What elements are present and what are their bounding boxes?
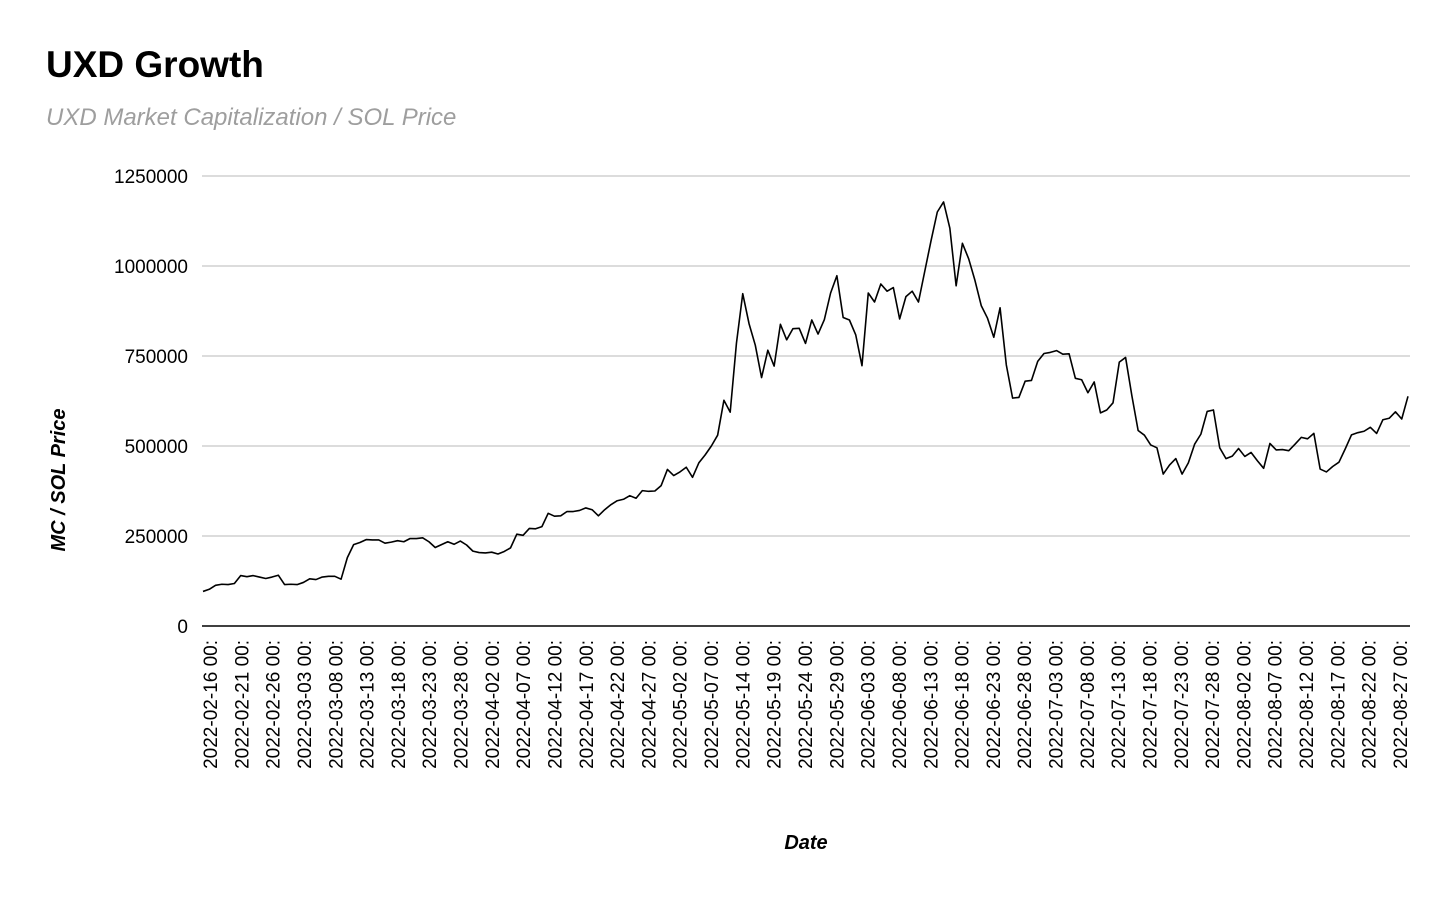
x-tick-label: 2022-07-13 00: (1109, 640, 1130, 769)
chart-title: UXD Growth (46, 44, 264, 85)
x-tick-label: 2022-07-23 00: (1172, 640, 1193, 769)
x-tick-label: 2022-02-26 00: (264, 640, 285, 769)
x-tick-label: 2022-04-22 00: (608, 640, 629, 769)
gridlines (202, 175, 1410, 537)
x-tick-label: 2022-05-29 00: (827, 640, 848, 769)
x-tick-label: 2022-08-17 00: (1328, 640, 1349, 769)
x-tick-label: 2022-03-23 00: (420, 640, 441, 769)
y-tick-label: 1250000 (114, 167, 188, 188)
x-tick-label: 2022-07-08 00: (1078, 640, 1099, 769)
x-tick-label: 2022-06-13 00: (921, 640, 942, 769)
x-tick-label: 2022-07-03 00: (1047, 640, 1068, 769)
x-tick-label: 2022-08-27 00: (1391, 640, 1412, 769)
y-tick-label: 0 (177, 617, 188, 638)
x-tick-label: 2022-04-12 00: (545, 640, 566, 769)
x-tick-label: 2022-08-12 00: (1297, 640, 1318, 769)
x-tick-label: 2022-04-27 00: (639, 640, 660, 769)
x-tick-label: 2022-07-18 00: (1140, 640, 1161, 769)
x-axis-title: Date (784, 832, 827, 854)
chart-subtitle: UXD Market Capitalization / SOL Price (46, 104, 457, 131)
y-tick-label: 750000 (125, 347, 188, 368)
x-tick-label: 2022-03-28 00: (452, 640, 473, 769)
x-tick-label: 2022-04-17 00: (577, 640, 598, 769)
x-tick-label: 2022-08-22 00: (1360, 640, 1381, 769)
y-axis-title: MC / SOL Price (48, 408, 70, 551)
x-tick-label: 2022-07-28 00: (1203, 640, 1224, 769)
y-tick-label: 250000 (125, 527, 188, 548)
x-tick-label: 2022-03-13 00: (358, 640, 379, 769)
x-tick-label: 2022-06-08 00: (890, 640, 911, 769)
x-tick-label: 2022-08-02 00: (1234, 640, 1255, 769)
x-tick-label: 2022-08-07 00: (1266, 640, 1287, 769)
x-tick-label: 2022-03-03 00: (295, 640, 316, 769)
y-tick-labels: 0 250000 500000 750000 1000000 1250000 (114, 167, 188, 638)
x-tick-label: 2022-05-19 00: (765, 640, 786, 769)
x-tick-label: 2022-02-16 00: (201, 640, 222, 769)
x-tick-label: 2022-06-23 00: (984, 640, 1005, 769)
x-tick-label: 2022-05-24 00: (796, 640, 817, 769)
x-tick-label: 2022-04-07 00: (514, 640, 535, 769)
series-line (202, 201, 1409, 593)
x-tick-label: 2022-05-02 00: (671, 640, 692, 769)
x-tick-label: 2022-03-08 00: (326, 640, 347, 769)
x-tick-labels: 2022-02-16 00: 2022-02-21 00: 2022-02-26 0… (201, 640, 1412, 769)
x-tick-label: 2022-06-28 00: (1015, 640, 1036, 769)
x-tick-label: 2022-06-18 00: (953, 640, 974, 769)
y-tick-label: 500000 (125, 437, 188, 458)
x-tick-label: 2022-04-02 00: (483, 640, 504, 769)
x-tick-label: 2022-03-18 00: (389, 640, 410, 769)
x-tick-label: 2022-05-14 00: (733, 640, 754, 769)
x-tick-label: 2022-06-03 00: (859, 640, 880, 769)
x-tick-label: 2022-05-07 00: (702, 640, 723, 769)
y-tick-label: 1000000 (114, 257, 188, 278)
x-tick-label: 2022-02-21 00: (232, 640, 253, 769)
